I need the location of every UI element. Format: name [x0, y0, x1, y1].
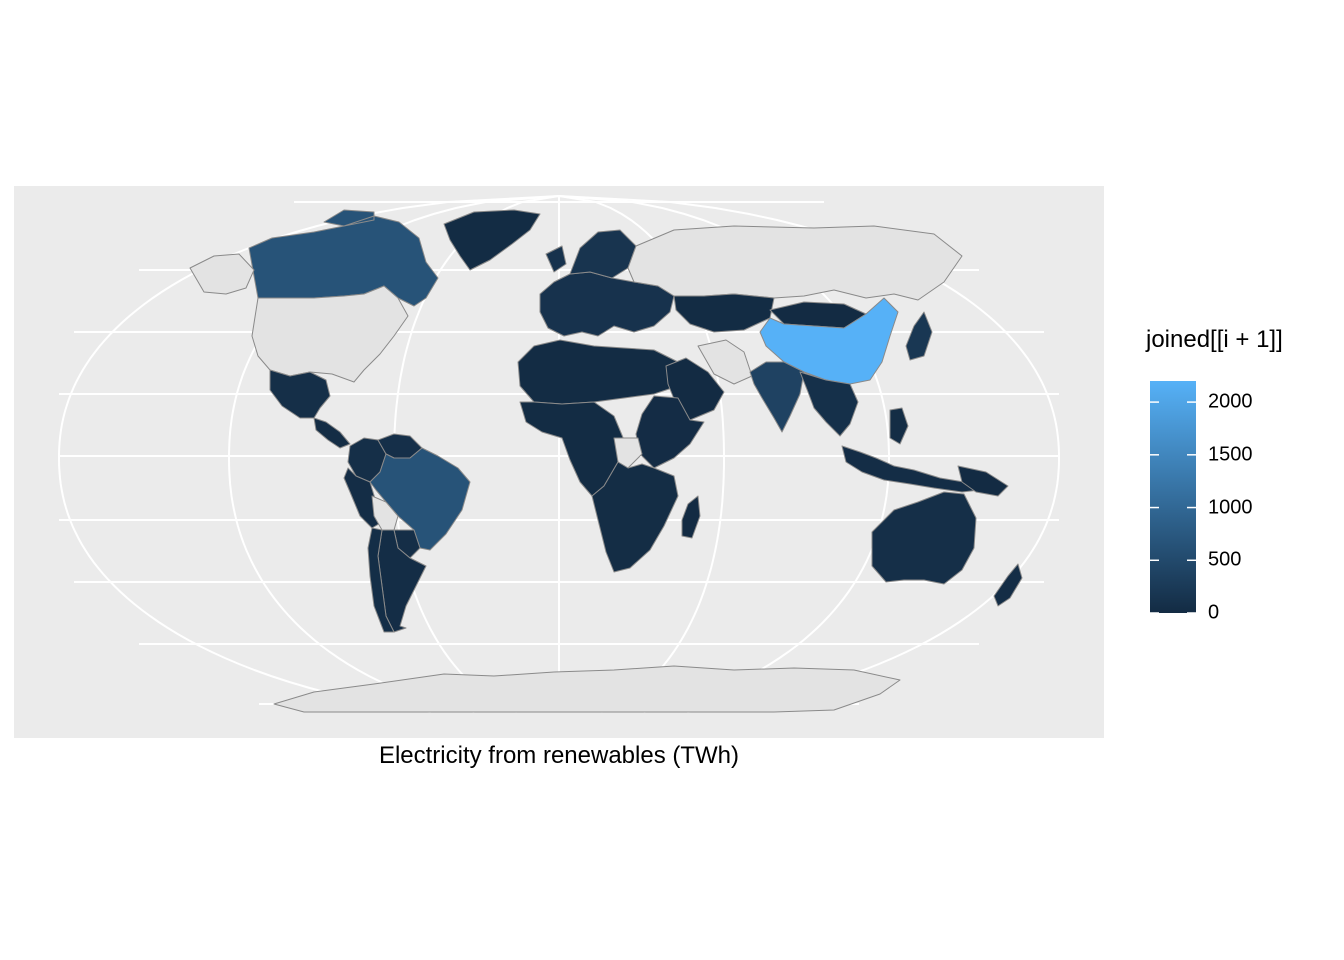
color-legend: joined[[i + 1]] 0 500 1000 1500 2000: [1146, 326, 1336, 626]
graticule-meridian: [58, 195, 560, 713]
legend-gradient: [1150, 381, 1196, 613]
region-peru[interactable]: [343, 467, 383, 529]
region-russia[interactable]: [627, 225, 963, 301]
legend-colorbar: [1150, 381, 1196, 614]
region-antarctica[interactable]: [273, 665, 901, 713]
map-regions: [189, 209, 1023, 713]
region-new-zealand[interactable]: [993, 563, 1023, 607]
legend-label: 1500: [1208, 443, 1253, 466]
region-southeast-asia[interactable]: [799, 371, 859, 437]
legend-label: 500: [1208, 548, 1242, 571]
region-chile[interactable]: [367, 527, 395, 633]
region-south-sudan[interactable]: [613, 437, 643, 469]
world-map[interactable]: [14, 186, 1104, 738]
region-australia[interactable]: [871, 491, 977, 585]
region-brazil[interactable]: [369, 447, 471, 551]
region-southern-africa[interactable]: [591, 461, 679, 573]
region-kazakhstan[interactable]: [673, 293, 775, 333]
legend-label: 1000: [1208, 496, 1253, 519]
region-madagascar[interactable]: [681, 495, 701, 539]
map-panel: [14, 186, 1104, 738]
legend-title: joined[[i + 1]]: [1146, 326, 1283, 353]
region-east-africa[interactable]: [635, 395, 705, 469]
map-caption: Electricity from renewables (TWh): [378, 742, 740, 769]
region-greenland[interactable]: [443, 209, 541, 271]
region-mexico[interactable]: [269, 369, 331, 419]
region-central-america[interactable]: [313, 417, 351, 449]
region-india[interactable]: [749, 361, 805, 433]
region-philippines[interactable]: [889, 407, 909, 445]
region-china[interactable]: [759, 297, 899, 385]
legend-label: 0: [1208, 601, 1220, 624]
region-new-guinea[interactable]: [957, 465, 1009, 497]
legend-label: 2000: [1208, 390, 1253, 413]
legend-ticks: [1150, 401, 1196, 614]
region-japan[interactable]: [905, 311, 933, 361]
